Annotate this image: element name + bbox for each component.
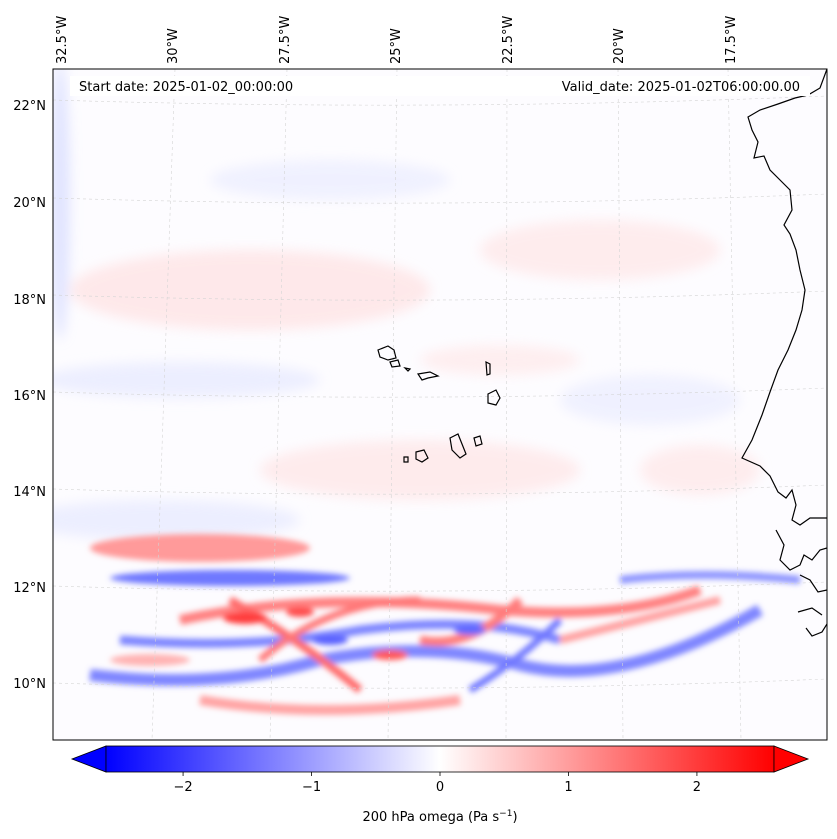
lat-label: 22°N: [13, 99, 46, 114]
island-brava: [403, 456, 409, 463]
start-date-label: Start date: 2025-01-02_00:00:00: [79, 80, 293, 95]
lon-label: 22.5°W: [501, 16, 516, 64]
colorbar-tick-label: −2: [173, 780, 192, 795]
colorbar-ticks: −2 −1 0 1 2: [173, 772, 701, 795]
lon-label: 17.5°W: [724, 16, 739, 64]
colorbar-max-extension: [773, 745, 810, 773]
lat-label: 16°N: [13, 389, 46, 404]
lon-label: 25°W: [389, 28, 404, 64]
island-boa-vista: [487, 389, 501, 406]
island-santa-luzia: [403, 367, 412, 372]
longitude-labels: 32.5°W 30°W 27.5°W 25°W 22.5°W 20°W 17.5…: [55, 16, 739, 64]
lon-label: 20°W: [612, 28, 627, 64]
colorbar-tick-label: 2: [693, 780, 701, 795]
island-sal: [485, 360, 491, 376]
colorbar-label: 200 hPa omega (Pa s−1): [362, 809, 517, 825]
colorbar: −2 −1 0 1 2 200 hPa omega (Pa s−1): [70, 745, 810, 825]
map-frame: [52, 68, 828, 741]
omega-bands: [89, 534, 801, 715]
island-sao-nicolau: [416, 371, 440, 381]
lat-label: 18°N: [13, 293, 46, 308]
lon-label: 30°W: [166, 28, 181, 64]
gridlines: [53, 69, 827, 740]
omega-field: [53, 69, 801, 715]
colorbar-gradient: [105, 745, 775, 773]
lon-label: 32.5°W: [55, 16, 70, 64]
island-sao-vicente: [389, 359, 401, 368]
valid-date-label: Valid_date: 2025-01-02T06:00:00.00: [562, 80, 800, 95]
colorbar-tick-label: −1: [302, 780, 321, 795]
island-maio: [473, 435, 483, 447]
lat-label: 20°N: [13, 196, 46, 211]
date-header-background: [70, 76, 810, 96]
colorbar-tick-label: 0: [436, 780, 444, 795]
colorbar-tick-label: 1: [564, 780, 572, 795]
map-panel: Start date: 2025-01-02_00:00:00 Valid_da…: [52, 68, 828, 741]
lat-label: 14°N: [13, 485, 46, 500]
island-santo-antao: [377, 345, 397, 361]
colorbar-min-extension: [70, 745, 107, 773]
lon-label: 27.5°W: [278, 16, 293, 64]
coastlines: [377, 69, 827, 637]
lat-label: 12°N: [13, 581, 46, 596]
omega-background-patches: [53, 69, 760, 540]
island-fogo: [415, 449, 429, 463]
latitude-labels: 22°N 20°N 18°N 16°N 14°N 12°N 10°N: [13, 99, 46, 692]
africa-coastline: [741, 69, 827, 637]
lat-label: 10°N: [13, 677, 46, 692]
island-santiago: [449, 433, 467, 459]
